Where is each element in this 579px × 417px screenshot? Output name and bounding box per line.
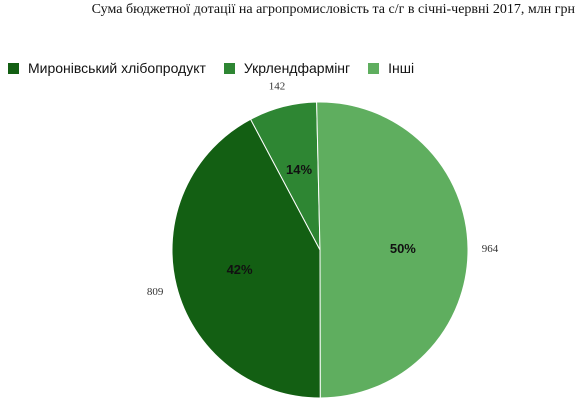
legend-label-ukrlandfarming: Укрлендфармінг bbox=[243, 60, 351, 76]
legend-swatch-ukrlandfarming bbox=[223, 62, 235, 74]
legend-item-others: Інші bbox=[368, 60, 414, 76]
legend-item-myronivsky: Миронівський хлібопродукт bbox=[8, 60, 206, 76]
value-label-others: 964 bbox=[482, 243, 499, 255]
legend-label-myronivsky: Миронівський хлібопродукт bbox=[28, 60, 206, 76]
percent-label-myronivsky: 42% bbox=[227, 262, 253, 277]
chart-legend: Миронівський хлібопродукт Укрлендфармінг… bbox=[8, 60, 432, 76]
value-label-myronivsky: 809 bbox=[147, 286, 164, 298]
legend-label-others: Інші bbox=[388, 60, 415, 76]
pie-slice-myronivsky bbox=[171, 118, 321, 399]
pie-slice-others bbox=[316, 101, 469, 399]
percent-label-ukrlandfarming: 14% bbox=[286, 162, 312, 177]
chart-title: Сума бюджетної дотації на агропромислові… bbox=[91, 2, 575, 17]
value-label-ukrlandfarming: 142 bbox=[269, 81, 286, 93]
legend-swatch-others bbox=[368, 62, 380, 74]
legend-swatch-myronivsky bbox=[8, 62, 19, 74]
percent-label-others: 50% bbox=[390, 241, 416, 256]
legend-item-ukrlandfarming: Укрлендфармінг bbox=[223, 60, 351, 76]
